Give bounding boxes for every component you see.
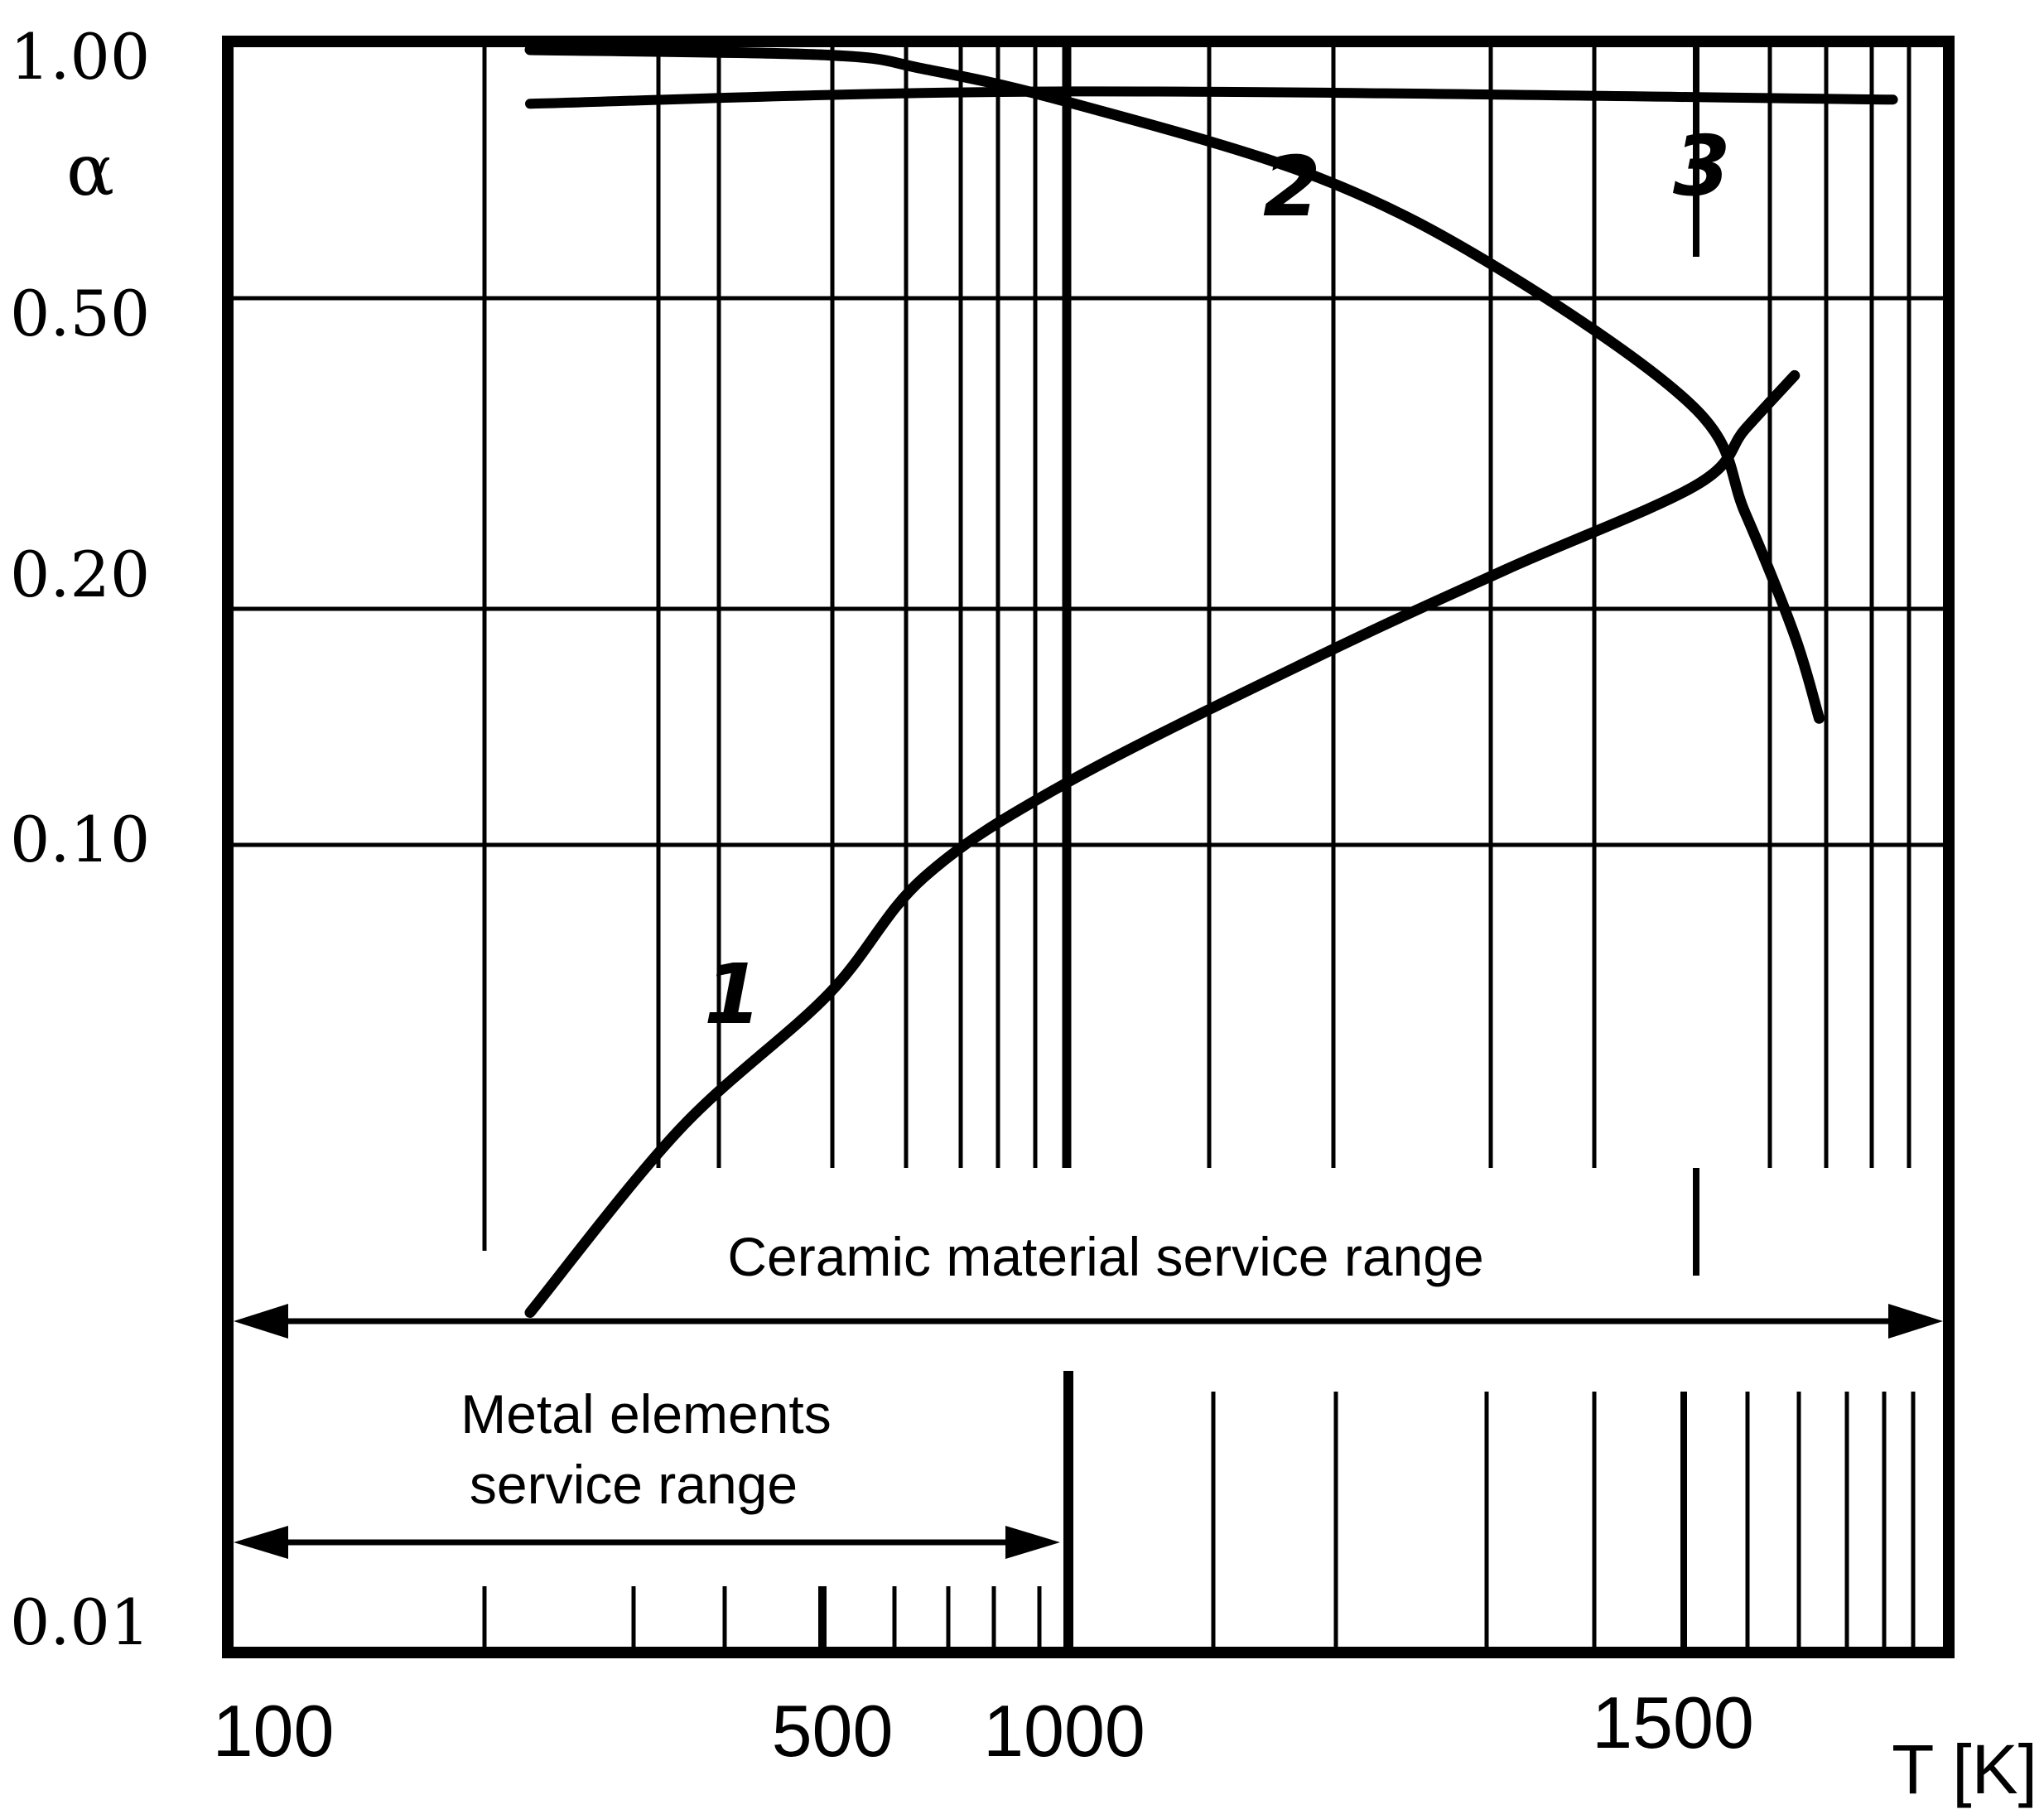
x-tick-label-1000: 1000: [983, 1690, 1145, 1772]
plot-frame: [222, 36, 1955, 1658]
y-tick-label-0.10: 0.10: [10, 803, 150, 876]
x-tick-label-1500: 1500: [1592, 1681, 1754, 1764]
tick-marks: [482, 1371, 1916, 1653]
y-tick-label-1.00: 1.00: [10, 20, 150, 94]
x-tick-label-500: 500: [772, 1690, 894, 1772]
metal-range-label-line1: Metal elements: [460, 1383, 832, 1445]
series-line-3: [525, 86, 1898, 109]
y-tick-label-0.50: 0.50: [10, 277, 150, 350]
y-tick-label-0.01: 0.01: [10, 1585, 150, 1659]
curve-label-3: 3: [1673, 118, 1731, 215]
y-axis-label: α: [66, 129, 114, 212]
ceramic-range-label: Ceramic material service range: [727, 1226, 1483, 1287]
x-axis-label: T [K]: [1892, 1730, 2037, 1808]
curve-label-1: 1: [704, 946, 762, 1043]
ceramic-range-arrow: [234, 1304, 1943, 1339]
curves: [524, 44, 1898, 1319]
grid: [234, 41, 1943, 1276]
series-line-2: [524, 44, 1825, 724]
x-tick-label-100: 100: [213, 1690, 335, 1772]
series-line-1: [524, 369, 1801, 1319]
y-tick-label-0.20: 0.20: [10, 538, 150, 611]
metal-range-label-line2: service range: [470, 1454, 798, 1515]
metal-range-arrow: [234, 1526, 1060, 1559]
curve-label-2: 2: [1263, 138, 1321, 235]
